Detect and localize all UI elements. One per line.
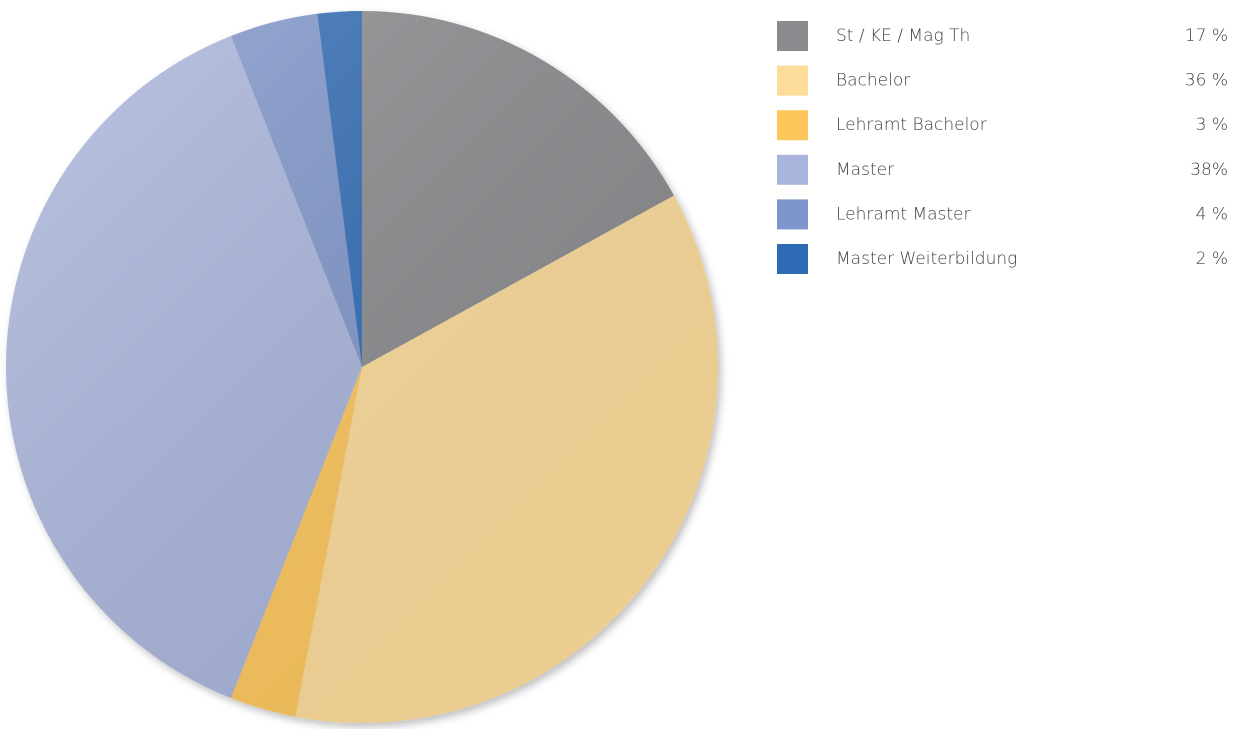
- legend-label: Master Weiterbildung: [836, 249, 1017, 269]
- legend-swatch: [777, 244, 808, 274]
- legend-value: 36 %: [1185, 71, 1228, 91]
- legend-swatch: [777, 110, 808, 141]
- legend-value: 4 %: [1196, 204, 1228, 224]
- legend-label: Lehramt Bachelor: [836, 115, 987, 135]
- legend-swatch: [777, 21, 808, 51]
- legend-value: 2 %: [1196, 249, 1228, 269]
- legend-swatch: [777, 154, 808, 185]
- legend-label: Bachelor: [836, 71, 910, 91]
- legend-value: 3 %: [1196, 115, 1228, 135]
- legend-label: Master: [836, 160, 894, 180]
- legend-value: 38%: [1190, 160, 1228, 180]
- legend-label: St / KE / Mag Th: [836, 26, 970, 46]
- legend-label: Lehramt Master: [836, 204, 971, 224]
- legend-swatch: [777, 199, 808, 230]
- legend-swatch: [777, 65, 808, 96]
- legend-value: 17 %: [1185, 26, 1228, 46]
- legend: St / KE / Mag Th 17 % Bachelor 36 % Lehramt …: [777, 21, 1228, 274]
- pie: [6, 11, 718, 724]
